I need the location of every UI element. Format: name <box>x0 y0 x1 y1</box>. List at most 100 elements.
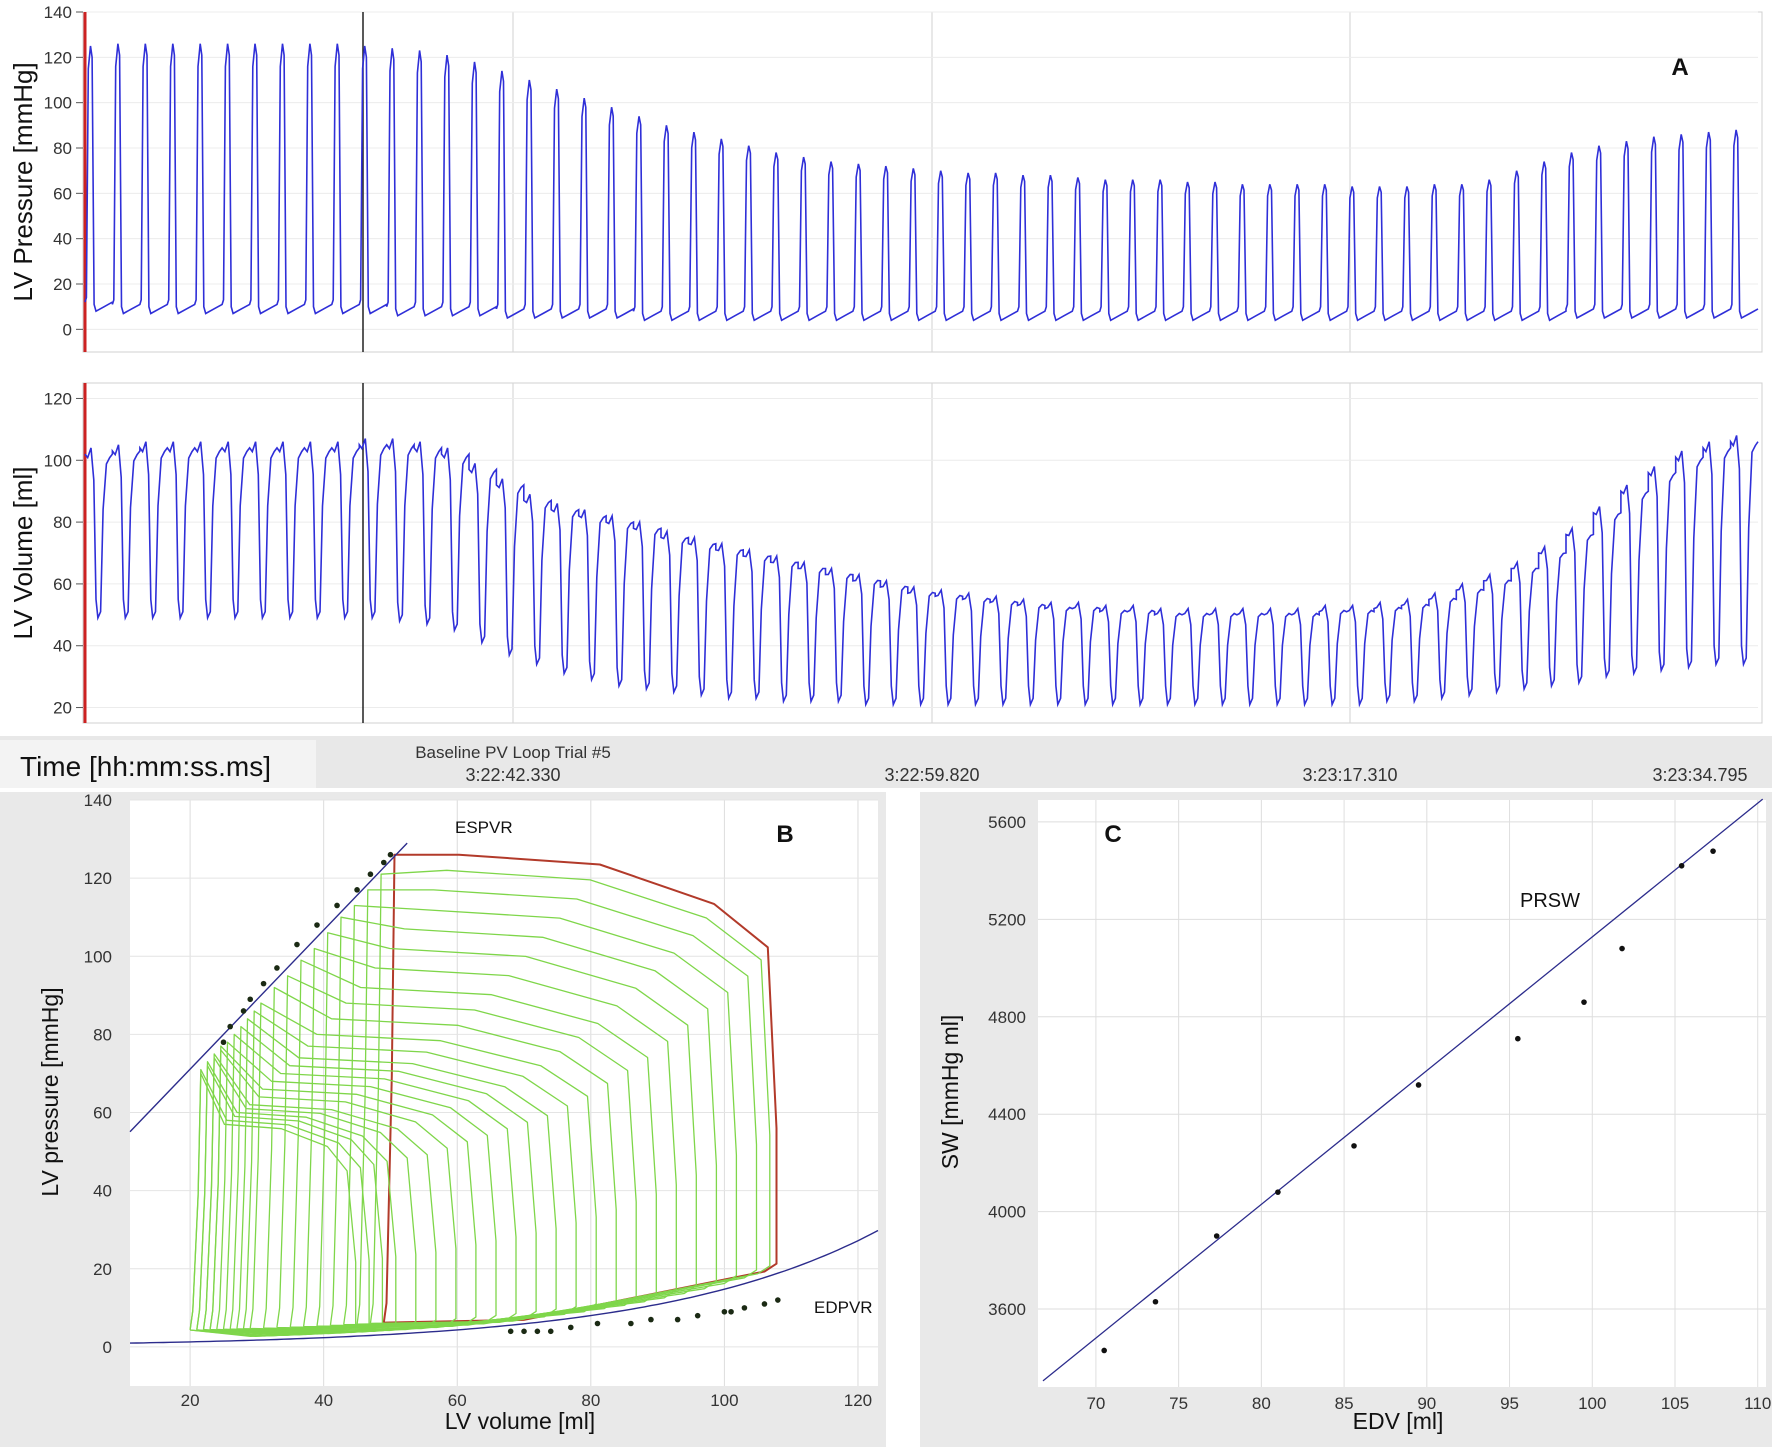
prsw-point <box>1275 1189 1281 1195</box>
x-tick-label: 110 <box>1744 1394 1771 1413</box>
y-tick-label: 60 <box>53 575 72 594</box>
endpoint-dot <box>294 941 300 948</box>
y-tick-label: 120 <box>44 389 72 408</box>
pv-loop <box>262 986 617 1332</box>
prsw-fit-line <box>1042 798 1764 1382</box>
endpoint-dot <box>260 980 267 987</box>
endpoint-dot <box>334 902 340 909</box>
y-tick-label: 5600 <box>988 813 1026 832</box>
pressure-strip: 0 20 40 60 80 100 120 140 LV Pressure [mmHg] A <box>8 3 1763 353</box>
x-tick-label: 80 <box>1252 1394 1271 1413</box>
endpoint-dot <box>648 1316 654 1323</box>
y-tick-label: 40 <box>53 230 72 249</box>
x-tick-label: 100 <box>710 1391 738 1410</box>
volume-y-ticks: 20 40 60 80 100 120 <box>44 389 83 718</box>
y-tick-label: 40 <box>93 1182 112 1201</box>
espvr-label: ESPVR <box>455 818 513 837</box>
prsw-point <box>1619 945 1625 952</box>
x-tick-label: 120 <box>844 1391 872 1410</box>
y-tick-label: 4800 <box>988 1008 1026 1027</box>
time-axis-label: Time [hh:mm:ss.ms] <box>20 751 271 782</box>
pv-loop <box>202 1057 417 1337</box>
prsw-point <box>1710 848 1716 854</box>
endpoint-dot <box>314 922 320 928</box>
endpoint-dot <box>380 859 387 866</box>
prsw-points <box>1101 848 1716 1354</box>
panel-c-letter: C <box>1104 821 1121 848</box>
x-tick-label: 20 <box>181 1391 200 1410</box>
y-tick-label: 20 <box>53 699 72 718</box>
panel-a-letter: A <box>1671 54 1688 81</box>
prsw-point <box>1515 1035 1521 1042</box>
y-tick-label: 100 <box>84 947 112 966</box>
endpoint-dot <box>547 1328 554 1335</box>
pressure-y-ticks: 0 20 40 60 80 100 120 140 <box>44 3 83 339</box>
pv-loop <box>382 853 778 1324</box>
prsw-x-axis-label: EDV [ml] <box>1353 1408 1444 1434</box>
volume-plot-area <box>82 382 1763 724</box>
panel-b: 20 40 60 80 100 120 0 20 40 60 80 100 120 140 ESPVR E… <box>0 792 886 1447</box>
pv-loop <box>229 1025 537 1334</box>
y-tick-label: 20 <box>93 1260 112 1279</box>
endpoint-dot <box>247 996 254 1003</box>
pv-loop <box>209 1049 457 1336</box>
time-tick: 3:23:34.795 <box>1652 765 1747 785</box>
x-tick-label: 85 <box>1335 1394 1354 1413</box>
prsw-plot-area <box>1038 800 1766 1387</box>
espvr-line <box>129 842 408 1133</box>
y-tick-label: 80 <box>53 139 72 158</box>
y-tick-label: 120 <box>44 48 72 67</box>
prsw-point <box>1678 862 1685 869</box>
pv-loop <box>289 959 657 1330</box>
endpoint-dot <box>240 1008 247 1014</box>
y-tick-label: 60 <box>53 184 72 203</box>
endpoint-dot <box>741 1305 748 1311</box>
edpvr-label: EDPVR <box>814 1298 873 1317</box>
x-tick-label: 90 <box>1417 1394 1436 1413</box>
time-tick: 3:22:42.330 <box>465 765 560 785</box>
pv-loop <box>236 1018 557 1334</box>
endpoint-dot <box>507 1328 514 1335</box>
endpoint-dot <box>521 1328 527 1335</box>
prsw-y-axis-label: SW [mmHg ml] <box>937 1015 963 1170</box>
x-tick-label: 75 <box>1169 1394 1188 1413</box>
time-label-box <box>0 740 316 788</box>
pv-ticks: 20 40 60 80 100 120 0 20 40 60 80 100 120 140 <box>84 792 873 1410</box>
volume-y-axis-label: LV Volume [ml] <box>8 467 38 640</box>
panel-b-letter: B <box>776 821 793 848</box>
pv-loop <box>356 889 758 1325</box>
x-tick-label: 105 <box>1661 1394 1689 1413</box>
x-tick-label: 70 <box>1086 1394 1105 1413</box>
pressure-trace <box>84 43 1759 322</box>
pv-loop <box>369 869 771 1325</box>
pv-loop <box>249 1002 597 1333</box>
y-tick-label: 4400 <box>988 1105 1026 1124</box>
x-tick-label: 40 <box>314 1391 333 1410</box>
endpoint-dot <box>367 871 374 878</box>
trial-name: Baseline PV Loop Trial #5 <box>415 743 611 762</box>
endpoint-dot <box>567 1324 574 1331</box>
endpoint-dot <box>628 1320 634 1327</box>
prsw-point <box>1581 999 1587 1005</box>
pv-loop <box>276 975 637 1331</box>
panel-c: 70 75 80 85 90 95 100 105 110 3600 4000 4400 4800 520… <box>920 792 1772 1447</box>
y-tick-label: 100 <box>44 94 72 113</box>
endpoint-dot <box>220 1039 227 1046</box>
y-tick-label: 120 <box>84 869 112 888</box>
pv-y-axis-label: LV pressure [mmHg] <box>37 987 63 1196</box>
pv-endpoints <box>220 851 781 1335</box>
prsw-ticks: 70 75 80 85 90 95 100 105 110 3600 4000 4400 4800 520… <box>988 813 1771 1413</box>
prsw-label: PRSW <box>1520 890 1580 912</box>
x-tick-label: 80 <box>581 1391 600 1410</box>
endpoint-dot <box>387 851 394 858</box>
pressure-y-axis-label: LV Pressure [mmHg] <box>8 62 38 301</box>
y-tick-label: 0 <box>103 1338 112 1357</box>
x-tick-label: 60 <box>448 1391 467 1410</box>
pv-x-axis-label: LV volume [ml] <box>445 1408 595 1434</box>
pv-loop <box>302 947 677 1329</box>
endpoint-dot <box>728 1308 734 1315</box>
edpvr-curve <box>129 1229 879 1344</box>
y-tick-label: 0 <box>63 320 72 339</box>
y-tick-label: 140 <box>84 792 112 810</box>
y-tick-label: 5200 <box>988 910 1026 929</box>
